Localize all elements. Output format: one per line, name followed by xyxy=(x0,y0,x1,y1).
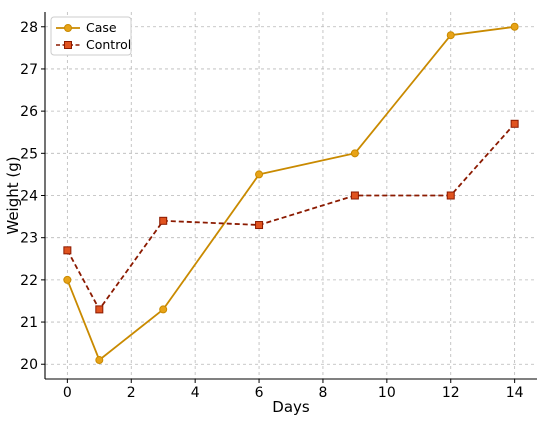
data-point-case xyxy=(350,149,359,158)
data-point-control xyxy=(510,119,519,128)
data-point-case xyxy=(95,356,104,365)
y-tick-label: 20 xyxy=(20,357,38,373)
data-point-control xyxy=(446,191,455,200)
x-tick-label: 14 xyxy=(506,385,524,401)
y-axis-label: Weight (g) xyxy=(4,156,22,234)
x-tick-label: 10 xyxy=(378,385,396,401)
grid xyxy=(45,12,537,379)
data-point-case xyxy=(159,305,168,314)
data-point-case xyxy=(63,275,72,284)
x-axis-label: Days xyxy=(272,398,310,416)
data-point-control xyxy=(63,246,72,255)
y-tick-label: 21 xyxy=(20,315,38,331)
y-tick-label: 25 xyxy=(20,146,38,162)
series-group xyxy=(63,22,519,365)
data-point-case xyxy=(510,22,519,31)
axes xyxy=(41,12,537,383)
data-point-control xyxy=(95,305,104,314)
y-tick-label: 24 xyxy=(20,189,38,205)
x-tick-label: 2 xyxy=(127,385,136,401)
x-tick-label: 12 xyxy=(442,385,460,401)
y-tick-label: 23 xyxy=(20,231,38,247)
x-tick-label: 4 xyxy=(191,385,200,401)
data-point-control xyxy=(350,191,359,200)
y-tick-label: 26 xyxy=(20,104,38,120)
legend-label-control: Control xyxy=(86,37,131,52)
data-point-control xyxy=(255,221,264,230)
legend-marker-case xyxy=(64,24,72,32)
y-tick-label: 22 xyxy=(20,273,38,289)
legend-label-case: Case xyxy=(86,20,117,35)
x-tick-label: 8 xyxy=(318,385,327,401)
y-tick-label: 27 xyxy=(20,62,38,78)
data-point-control xyxy=(159,216,168,225)
y-tick-label: 28 xyxy=(20,20,38,36)
x-tick-label: 6 xyxy=(255,385,264,401)
data-point-case xyxy=(446,31,455,40)
legend: Case Control xyxy=(50,16,132,56)
legend-marker-control xyxy=(64,41,72,49)
data-point-case xyxy=(255,170,264,179)
x-tick-label: 0 xyxy=(63,385,72,401)
